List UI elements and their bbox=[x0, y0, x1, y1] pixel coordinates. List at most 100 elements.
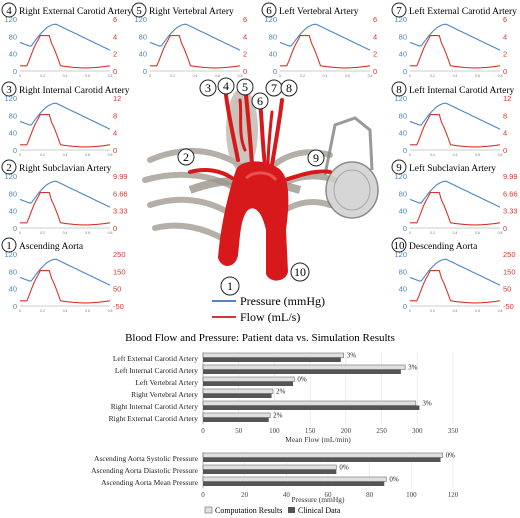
right-tick-label: 4 bbox=[503, 129, 507, 138]
svg-text:4: 4 bbox=[223, 79, 229, 93]
svg-text:3: 3 bbox=[205, 81, 211, 95]
panel-number-badge bbox=[391, 81, 407, 97]
right-tick-label: 250 bbox=[503, 250, 516, 259]
left-tick-label: 80 bbox=[399, 32, 407, 41]
right-tick-label: 6 bbox=[503, 15, 507, 24]
x-tick-label: 0.2 bbox=[40, 231, 45, 235]
pressure-curve bbox=[409, 23, 501, 51]
clinical-bar bbox=[203, 393, 272, 398]
difference-label: 0% bbox=[446, 452, 456, 460]
x-tick-label: 120 bbox=[448, 491, 459, 499]
svg-text:8: 8 bbox=[286, 81, 292, 95]
left-tick-label: 40 bbox=[399, 50, 407, 59]
right-tick-label: 8 bbox=[503, 111, 507, 120]
right-tick-label: 250 bbox=[113, 250, 126, 259]
clinical-bar bbox=[203, 405, 420, 410]
right-tick-label: 12 bbox=[503, 94, 511, 103]
left-tick-label: 40 bbox=[9, 207, 17, 216]
left-tick-label: 80 bbox=[399, 189, 407, 198]
panel-number-badge bbox=[1, 237, 17, 253]
right-tick-label: 150 bbox=[503, 267, 516, 276]
panel-title: Left External Carotid Artery bbox=[409, 6, 517, 17]
left-tick-label: 40 bbox=[399, 129, 407, 138]
x-tick-label: 350 bbox=[448, 427, 459, 435]
pressure-curve bbox=[409, 102, 501, 130]
flow-curve bbox=[410, 35, 501, 69]
right-tick-label: 12 bbox=[113, 94, 121, 103]
right-tick-label: 2 bbox=[243, 50, 247, 59]
flow-curve bbox=[20, 35, 111, 69]
category-label: Left Vertebral Artery bbox=[135, 378, 198, 387]
right-tick-label: 6 bbox=[113, 15, 117, 24]
left-tick-label: 120 bbox=[134, 15, 147, 24]
pressure-curve bbox=[19, 258, 111, 286]
clinical-bar bbox=[203, 481, 385, 486]
left-tick-label: 120 bbox=[4, 15, 17, 24]
x-tick-label: 0.6 bbox=[85, 74, 90, 78]
right-tick-label: 0 bbox=[503, 224, 507, 233]
left-tick-label: 40 bbox=[399, 207, 407, 216]
x-tick-label: 0.8 bbox=[108, 309, 113, 313]
clinical-bar bbox=[203, 457, 441, 462]
panel-number-badge bbox=[261, 2, 277, 18]
left-tick-label: 80 bbox=[9, 267, 17, 276]
right-tick-label: 6.66 bbox=[113, 189, 128, 198]
category-label: Ascending Aorta Systolic Pressure bbox=[94, 454, 199, 463]
flow-curve bbox=[20, 114, 111, 148]
x-tick-label: 0.2 bbox=[40, 309, 45, 313]
flow-curve bbox=[410, 114, 501, 148]
left-tick-label: 0 bbox=[403, 67, 407, 76]
left-tick-label: 0 bbox=[13, 67, 17, 76]
clinical-bar bbox=[203, 357, 341, 362]
right-tick-label: 4 bbox=[503, 32, 507, 41]
computation-bar bbox=[202, 352, 344, 358]
panel-number-badge bbox=[391, 159, 407, 175]
left-tick-label: 0 bbox=[403, 302, 407, 311]
left-tick-label: 80 bbox=[269, 32, 277, 41]
computation-bar bbox=[202, 452, 443, 458]
legend-computation: Computation Results bbox=[215, 506, 282, 515]
x-tick-label: 0 bbox=[201, 491, 205, 499]
flow-curve bbox=[280, 35, 371, 69]
panel-title: Right Vertebral Artery bbox=[149, 7, 234, 17]
computation-bar bbox=[202, 400, 417, 406]
x-tick-label: 0.6 bbox=[85, 309, 90, 313]
computation-bar bbox=[202, 412, 271, 418]
flow-curve bbox=[410, 192, 501, 226]
x-tick-label: 0.4 bbox=[63, 74, 68, 78]
right-tick-label: 4 bbox=[373, 32, 377, 41]
left-tick-label: 0 bbox=[273, 67, 277, 76]
left-tick-label: 120 bbox=[394, 15, 407, 24]
flow-curve bbox=[150, 35, 241, 69]
panel-title: Left Subclavian Artery bbox=[409, 163, 496, 174]
model-label-4: 4 bbox=[217, 77, 235, 95]
difference-label: 3% bbox=[347, 352, 357, 360]
difference-label: 0% bbox=[297, 376, 307, 384]
flow-curve bbox=[20, 192, 111, 226]
x-tick-label: 100 bbox=[269, 427, 280, 435]
pressure-curve bbox=[409, 258, 501, 286]
computation-bar bbox=[202, 464, 337, 470]
panel-number-badge bbox=[391, 2, 407, 18]
right-tick-label: 4 bbox=[243, 32, 247, 41]
panel-number: 6 bbox=[266, 5, 272, 17]
model-label-7: 7 bbox=[265, 79, 283, 97]
panel-title: Right Internal Carotid Artery bbox=[19, 86, 130, 96]
panel-number: 10 bbox=[394, 240, 406, 252]
clinical-bar bbox=[203, 369, 401, 374]
right-tick-label: 0 bbox=[503, 146, 507, 155]
pressure-bar-chart: 0 20 40 60 80 100 120 Pressure (mmHg) Ascending … bbox=[91, 452, 459, 505]
model-label-8: 8 bbox=[280, 79, 298, 97]
svg-text:2: 2 bbox=[183, 150, 189, 164]
left-tick-label: 120 bbox=[4, 172, 17, 181]
x-tick-label: 0.6 bbox=[475, 153, 480, 157]
category-label: Right External Carotid Artery bbox=[109, 414, 199, 423]
left-tick-label: 0 bbox=[13, 302, 17, 311]
x-tick-label: 0.8 bbox=[498, 309, 503, 313]
x-tick-label: 0.4 bbox=[323, 74, 328, 78]
